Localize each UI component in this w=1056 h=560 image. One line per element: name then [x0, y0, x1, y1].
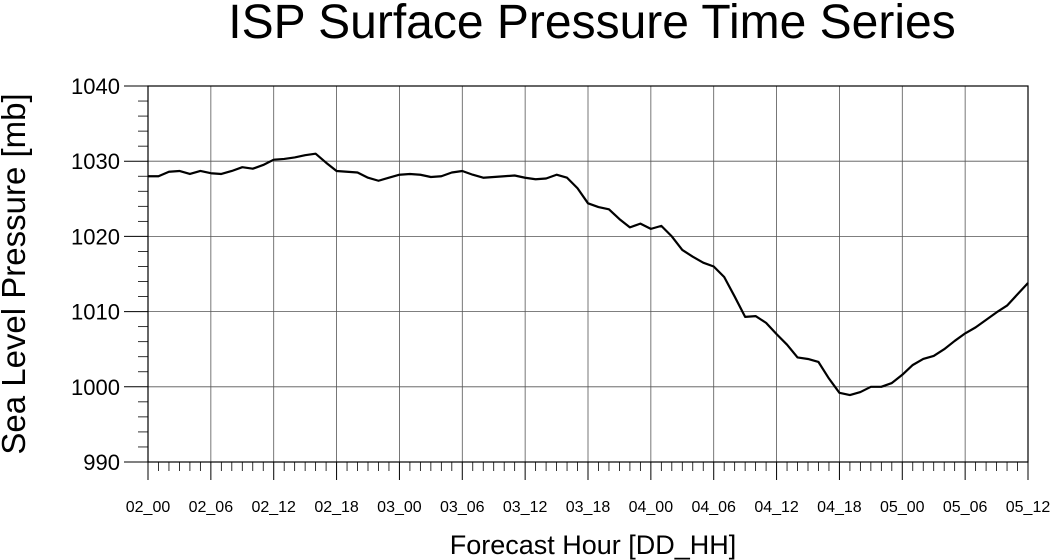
x-tick-label: 05_12: [1006, 499, 1051, 516]
minor-ticks: [138, 100, 1018, 471]
x-tick-label: 03_18: [566, 499, 611, 516]
series-line: [148, 152, 1029, 397]
x-axis-ticks: 02_00 02_06 02_12 02_18 03_00 03_06 03_12 03_18…: [126, 462, 1051, 516]
x-tick-label: 05_00: [880, 499, 925, 516]
x-tick-label: 03_12: [503, 499, 548, 516]
y-tick-label: 1040: [71, 74, 120, 99]
x-tick-label: 02_12: [251, 499, 296, 516]
x-axis-label: Forecast Hour [DD_HH]: [450, 530, 737, 560]
x-tick-label: 04_00: [629, 499, 674, 516]
y-tick-label: 1030: [71, 149, 120, 174]
series-layer: [148, 152, 1029, 397]
y-tick-label: 1020: [71, 224, 120, 249]
x-tick-label: 05_06: [943, 499, 988, 516]
y-tick-label: 990: [83, 450, 120, 475]
x-tick-label: 04_12: [754, 499, 799, 516]
y-tick-label: 1010: [71, 300, 120, 325]
chart-title: ISP Surface Pressure Time Series: [228, 0, 955, 49]
x-tick-label: 02_00: [126, 499, 171, 516]
x-tick-label: 02_06: [189, 499, 234, 516]
x-tick-label: 03_00: [377, 499, 422, 516]
y-tick-label: 1000: [71, 375, 120, 400]
x-tick-label: 02_18: [314, 499, 359, 516]
y-axis-label: Sea Level Pressure [mb]: [0, 93, 32, 454]
y-axis-ticks: 990 1000 1010 1020 1030 1040: [71, 74, 148, 475]
x-tick-label: 04_18: [817, 499, 862, 516]
x-tick-label: 04_06: [691, 499, 736, 516]
x-tick-label: 03_06: [440, 499, 485, 516]
grid: [148, 86, 1028, 462]
